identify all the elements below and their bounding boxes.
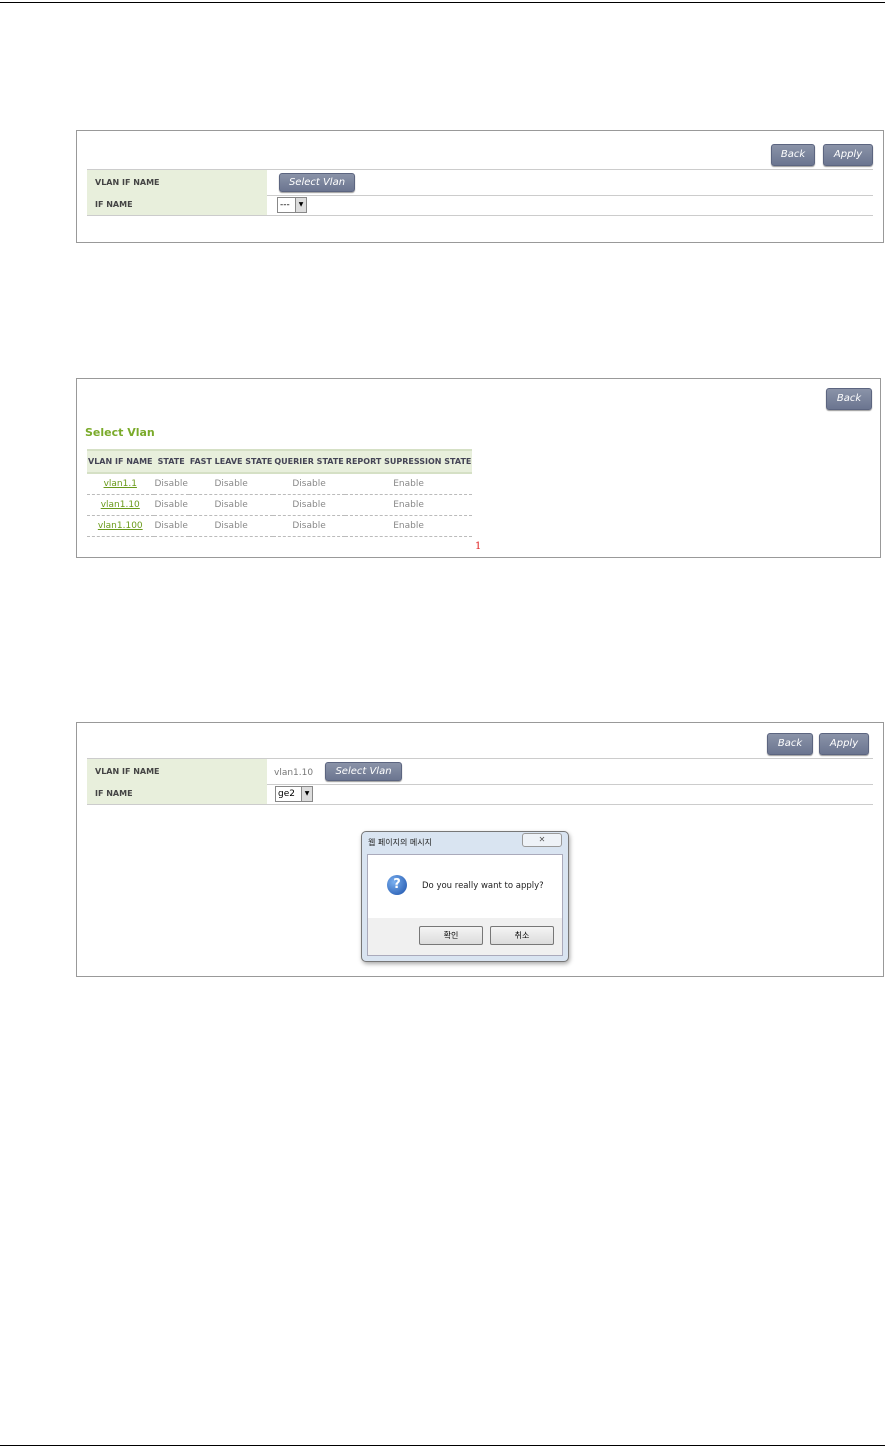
dropdown-arrow-icon[interactable]: ▼ [301, 787, 312, 801]
close-button[interactable]: ✕ [522, 833, 562, 847]
vlan-if-name-label: VLAN IF NAME [87, 759, 267, 784]
vlan-link[interactable]: vlan1.10 [100, 500, 140, 510]
table-header: VLAN IF NAME STATE FAST LEAVE STATE QUER… [87, 449, 473, 474]
col-querier-state: QUERIER STATE [273, 449, 345, 474]
select-vlan-button[interactable]: Select Vlan [325, 762, 402, 781]
cell: Enable [344, 473, 473, 495]
col-state: STATE [153, 449, 189, 474]
cancel-button[interactable]: 취소 [490, 926, 554, 945]
cell: Enable [344, 515, 473, 537]
select-vlan-panel: Back Select Vlan VLAN IF NAME STATE FAST… [76, 378, 881, 558]
cell: Disable [273, 494, 345, 516]
apply-button[interactable]: Apply [823, 144, 873, 166]
back-button[interactable]: Back [767, 733, 813, 755]
if-name-label: IF NAME [87, 195, 267, 215]
table-row: vlan1.10 Disable Disable Disable Enable [87, 494, 473, 516]
vlan-if-name-label: VLAN IF NAME [87, 170, 267, 195]
back-button[interactable]: Back [826, 388, 872, 410]
table-row: vlan1.100 Disable Disable Disable Enable [87, 515, 473, 537]
if-name-label: IF NAME [87, 784, 267, 804]
cell: Disable [153, 515, 189, 537]
cell: Enable [344, 494, 473, 516]
dialog-message: Do you really want to apply? [422, 881, 544, 891]
dropdown-arrow-icon[interactable]: ▼ [295, 198, 306, 212]
if-name-value: --- [280, 200, 290, 210]
cell: Disable [153, 473, 189, 495]
table-row: vlan1.1 Disable Disable Disable Enable [87, 473, 473, 495]
ok-button[interactable]: 확인 [419, 926, 483, 945]
cell: Disable [188, 515, 274, 537]
dialog-title: 웹 페이지의 메시지 [368, 838, 432, 847]
question-icon: ? [387, 875, 407, 895]
cell: Disable [273, 515, 345, 537]
select-vlan-button[interactable]: Select Vlan [279, 173, 355, 192]
section-title: Select Vlan [85, 426, 155, 439]
col-vlan-if-name: VLAN IF NAME [87, 449, 154, 474]
cell: Disable [188, 473, 274, 495]
vlan-form-panel: Back Apply VLAN IF NAME Select Vlan IF N… [76, 130, 884, 243]
cell: Disable [188, 494, 274, 516]
vlan-value: vlan1.10 [274, 768, 314, 778]
back-button[interactable]: Back [771, 144, 815, 166]
cell: Disable [153, 494, 189, 516]
bottom-rule [0, 1445, 885, 1446]
confirm-dialog: 웹 페이지의 메시지 ✕ ? Do you really want to app… [361, 831, 569, 962]
if-name-select[interactable]: --- ▼ [277, 197, 307, 213]
apply-button[interactable]: Apply [819, 733, 869, 755]
if-name-select[interactable]: ge2 ▼ [275, 786, 313, 802]
col-fast-leave-state: FAST LEAVE STATE [188, 449, 274, 474]
if-name-value: ge2 [278, 789, 295, 799]
vlan-table: VLAN IF NAME STATE FAST LEAVE STATE QUER… [87, 449, 473, 537]
top-rule [0, 2, 885, 3]
vlan-link[interactable]: vlan1.1 [103, 479, 137, 489]
cell: Disable [273, 473, 345, 495]
col-report-supression-state: REPORT SUPRESSION STATE [344, 449, 473, 474]
vlan-link[interactable]: vlan1.100 [97, 521, 143, 531]
page-number[interactable]: 1 [475, 541, 482, 552]
